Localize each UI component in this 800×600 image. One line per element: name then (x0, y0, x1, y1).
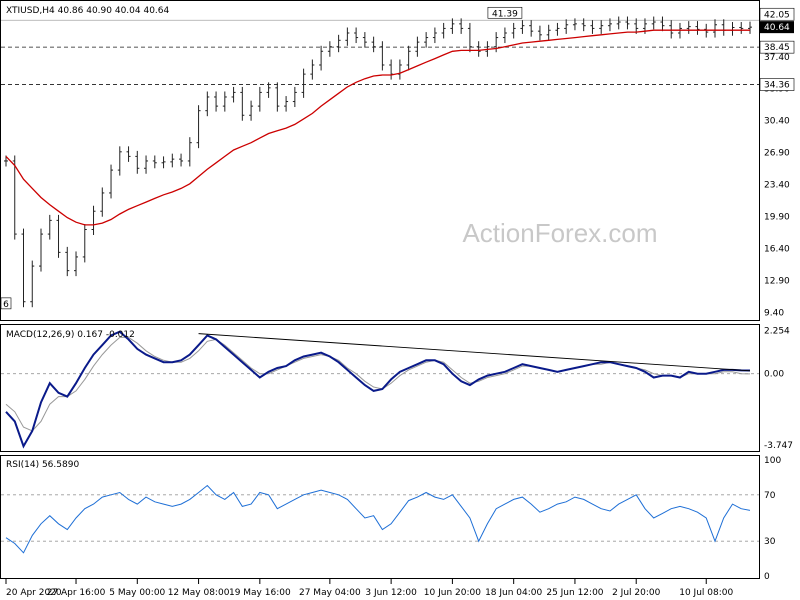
macd-line (5, 330, 751, 449)
price-annotation: 41.39 (492, 9, 518, 19)
level-price-box-label: 34.36 (764, 81, 790, 91)
price-tick-label: 37.40 (764, 53, 790, 63)
price-axis: 42.0538.4537.4034.3633.9030.4026.9023.40… (759, 7, 795, 319)
price-series-layer: 41.39 6 (0, 6, 752, 310)
x-tick-label: 18 Jun 04:00 (485, 588, 542, 598)
x-tick-label: 25 Jun 12:00 (546, 588, 603, 598)
level-price-box (759, 7, 795, 21)
x-tick-label: 20 Apr 2020 (6, 588, 62, 598)
price-tick-label: 9.40 (764, 309, 784, 319)
x-tick-label: 5 May 00:00 (109, 588, 165, 598)
x-tick-label: 27 Apr 16:00 (47, 588, 106, 598)
macd-chart-title: MACD(12,26,9) 0.167 -0.012 (6, 330, 135, 340)
level-price-box (759, 40, 795, 54)
x-tick-label: 19 May 16:00 (229, 588, 291, 598)
macd-axis: 2.254 0.00 -3.747 (764, 327, 793, 451)
rsi-chart-title: RSI(14) 56.5890 (6, 460, 79, 470)
price-levels-layer (1, 19, 759, 85)
rsi-tick-label: 0 (764, 572, 770, 582)
level-price-box-label: 38.45 (764, 43, 790, 53)
x-tick-label: 10 Jun 20:00 (424, 588, 481, 598)
watermark: ActionForex.com (462, 218, 657, 248)
level-price-box-label: 42.05 (764, 10, 790, 20)
macd-tick-label: 0.00 (764, 370, 784, 380)
current-price-box (760, 21, 794, 34)
rsi-series-layer (1, 484, 759, 554)
price-tick-label: 12.90 (764, 277, 790, 287)
price-tick-label: 16.40 (764, 245, 790, 255)
price-tick-label: 26.90 (764, 149, 790, 159)
macd-tick-label: 2.254 (764, 327, 790, 337)
price-annotation: 6 (3, 300, 9, 310)
price-annotation-box (0, 297, 12, 310)
x-tick-label: 3 Jun 12:00 (365, 588, 417, 598)
rsi-tick-label: 30 (764, 537, 776, 547)
rsi-tick-label: 100 (764, 456, 781, 466)
x-tick-label: 2 Jul 20:00 (612, 588, 661, 598)
price-chart-title: XTIUSD,H4 40.86 40.90 40.04 40.64 (6, 6, 170, 16)
x-tick-label: 12 May 08:00 (168, 588, 230, 598)
rsi-axis: 100 70 30 0 (764, 456, 781, 582)
macd-trendline (198, 333, 751, 372)
rsi-panel-frame (0, 455, 760, 579)
macd-tick-label: -3.747 (764, 441, 793, 451)
ema-line (5, 29, 750, 226)
macd-series-layer (1, 330, 759, 449)
price-tick-label: 23.40 (764, 181, 790, 191)
rsi-line (5, 484, 751, 554)
level-price-box (759, 78, 795, 91)
rsi-tick-label: 70 (764, 491, 776, 501)
price-panel-frame (0, 0, 760, 321)
price-tick-label: 19.90 (764, 213, 790, 223)
price-annotation-box (487, 6, 523, 19)
current-price-label: 40.64 (764, 23, 790, 33)
x-tick-label: 10 Jul 08:00 (679, 588, 733, 598)
x-tick-label: 27 May 04:00 (299, 588, 361, 598)
price-tick-label: 30.40 (764, 117, 790, 127)
